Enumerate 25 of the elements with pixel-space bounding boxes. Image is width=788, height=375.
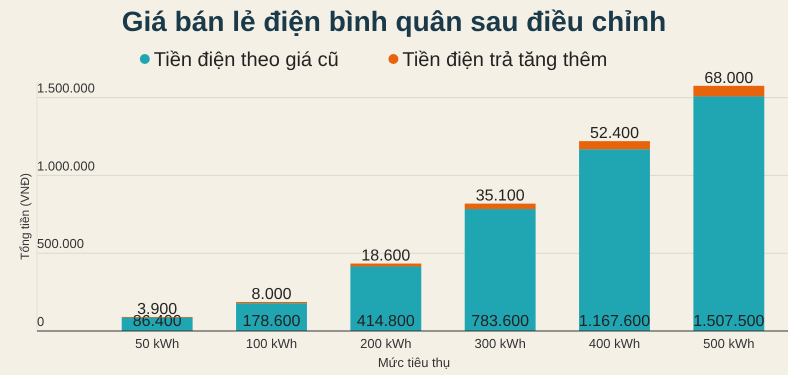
y-axis-title: Tổng tiền (VNĐ) (18, 173, 32, 260)
x-tick-label: 50 kWh (135, 336, 180, 351)
x-tick-label: 400 kWh (588, 336, 640, 351)
data-label: 68.000 (704, 70, 754, 87)
data-label: 1.167.600 (578, 313, 650, 330)
data-label: 35.100 (476, 188, 525, 205)
x-axis-title: Mức tiêu thụ (378, 355, 450, 370)
y-tick-label: 500.000 (37, 236, 84, 252)
data-label: 18.600 (361, 248, 410, 265)
x-tick-label: 500 kWh (703, 336, 754, 351)
y-tick-label: 1.500.000 (37, 80, 95, 96)
x-tick-label: 100 kWh (246, 336, 298, 351)
y-tick-label: 0 (37, 314, 44, 329)
data-label: 52.400 (590, 125, 640, 142)
chart-title: Giá bán lẻ điện bình quân sau điều chỉnh (122, 6, 666, 37)
data-label: 414.800 (356, 313, 415, 330)
legend-label: Tiền điện theo giá cũ (154, 49, 339, 71)
data-label: 1.507.500 (693, 313, 765, 330)
legend-label: Tiền điện trả tăng thêm (402, 49, 608, 71)
y-tick-label: 1.000.000 (37, 158, 95, 174)
x-tick-label: 200 kWh (360, 336, 412, 351)
data-label: 783.600 (471, 313, 530, 330)
data-label: 8.000 (251, 286, 292, 303)
x-tick-label: 300 kWh (474, 336, 526, 351)
data-label: 178.600 (242, 313, 301, 330)
